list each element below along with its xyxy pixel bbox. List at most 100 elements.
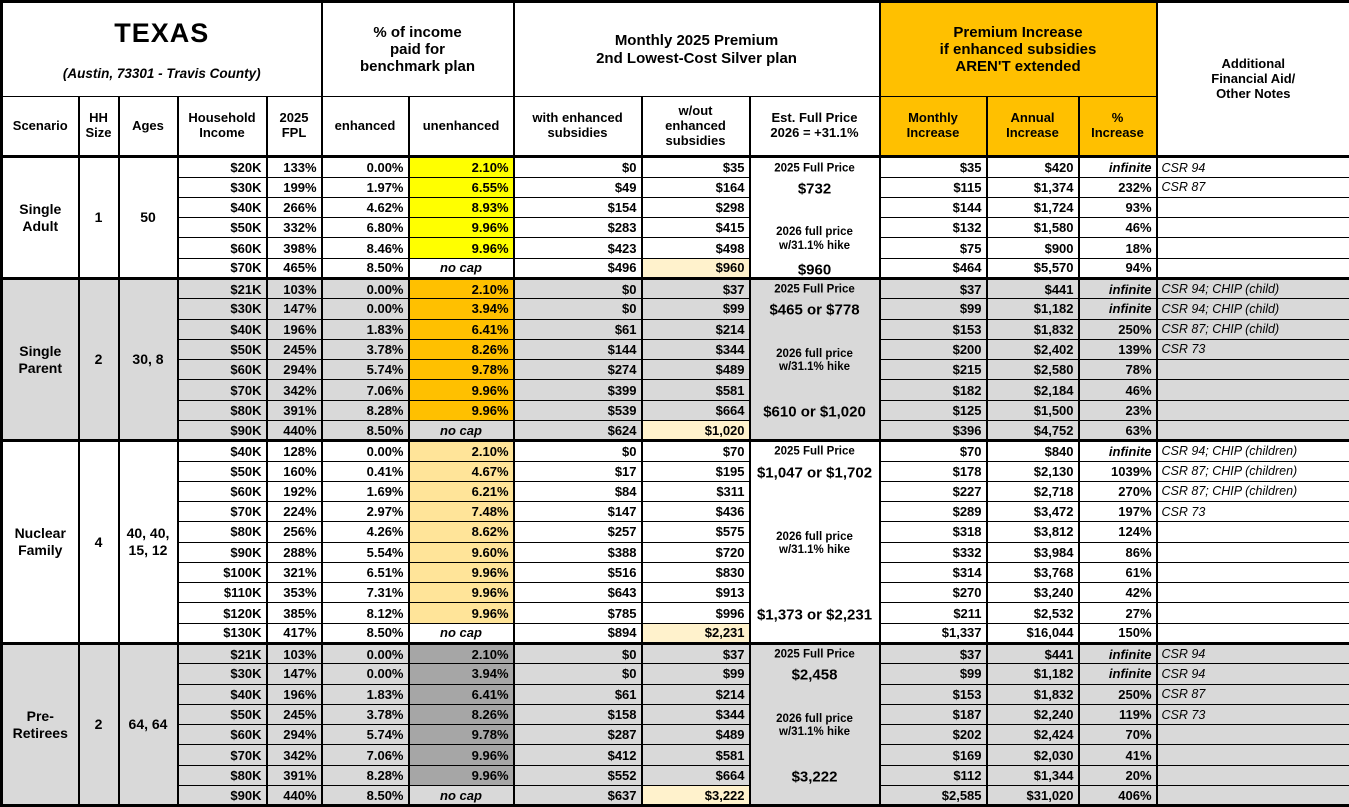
income-cell: $21K	[176, 277, 268, 300]
fpl-cell: 321%	[265, 561, 323, 584]
monthly-increase-cell: $144	[878, 196, 988, 219]
enhanced-pct-cell: 8.28%	[320, 764, 410, 786]
enhanced-pct-cell: 0.00%	[320, 642, 410, 665]
income-cell: $30K	[176, 176, 268, 198]
pct-increase-cell: 23%	[1077, 399, 1158, 421]
annual-increase-cell: $3,240	[985, 582, 1080, 604]
notes-cell	[1155, 217, 1349, 239]
premium-without-subsidies-cell: $489	[640, 724, 751, 746]
income-cell: $70K	[176, 744, 268, 766]
scenario-cell: Pre- Retirees	[0, 642, 80, 807]
unenhanced-pct-cell: 8.93%	[407, 196, 515, 219]
pct-increase-cell: 1039%	[1077, 460, 1158, 482]
unenhanced-pct-cell: 6.21%	[407, 480, 515, 503]
premium-with-subsidies-cell: $257	[512, 521, 643, 543]
annual-increase-cell: $2,580	[985, 359, 1080, 381]
monthly-increase-cell: $112	[878, 764, 988, 786]
notes-cell	[1155, 399, 1349, 421]
monthly-increase-cell: $318	[878, 521, 988, 543]
col-header-unenhanced: unenhanced	[407, 96, 515, 159]
premium-without-subsidies-cell: $37	[640, 277, 751, 300]
annual-increase-cell: $1,832	[985, 318, 1080, 340]
pct-increase-cell: 406%	[1077, 784, 1158, 807]
income-cell: $50K	[176, 338, 268, 361]
unenhanced-pct-cell: 3.94%	[407, 298, 515, 320]
ages-cell: 40, 40, 15, 12	[117, 439, 179, 645]
enhanced-pct-cell: 0.00%	[320, 439, 410, 462]
income-cell: $60K	[176, 237, 268, 259]
full-price-value: $2,458	[791, 666, 838, 684]
premium-without-subsidies-cell: $311	[640, 480, 751, 503]
premium-without-subsidies-cell: $214	[640, 683, 751, 705]
income-cell: $50K	[176, 703, 268, 726]
pct-increase-cell: 250%	[1077, 683, 1158, 705]
notes-cell: CSR 94	[1155, 155, 1349, 178]
notes-cell	[1155, 379, 1349, 401]
pct-increase-cell: 61%	[1077, 561, 1158, 584]
pct-increase-cell: 119%	[1077, 703, 1158, 726]
ages-cell: 50	[117, 155, 179, 280]
premium-without-subsidies-cell: $35	[640, 155, 751, 178]
pct-increase-cell: 70%	[1077, 724, 1158, 746]
premium-without-subsidies-cell: $996	[640, 602, 751, 624]
fpl-cell: 385%	[265, 602, 323, 624]
pct-increase-cell: infinite	[1077, 277, 1158, 300]
premium-without-subsidies-cell: $99	[640, 663, 751, 685]
full-price-value: $960	[797, 261, 832, 279]
fpl-cell: 256%	[265, 521, 323, 543]
pct-increase-cell: infinite	[1077, 155, 1158, 178]
group-header-increase: Premium Increase if enhanced subsidies A…	[878, 0, 1158, 98]
fpl-cell: 398%	[265, 237, 323, 259]
monthly-increase-cell: $70	[878, 439, 988, 462]
enhanced-pct-cell: 8.50%	[320, 257, 410, 280]
fpl-cell: 266%	[265, 196, 323, 219]
annual-increase-cell: $1,374	[985, 176, 1080, 198]
fpl-cell: 342%	[265, 379, 323, 401]
unenhanced-pct-cell: no cap	[407, 419, 515, 442]
pct-increase-cell: 124%	[1077, 521, 1158, 543]
monthly-increase-cell: $35	[878, 155, 988, 178]
income-cell: $90K	[176, 541, 268, 563]
income-cell: $120K	[176, 602, 268, 624]
monthly-increase-cell: $37	[878, 277, 988, 300]
unenhanced-pct-cell: 9.96%	[407, 237, 515, 259]
est-full-price-cell: 2025 Full Price $1,047 or $1,702 2026 full…	[748, 439, 881, 645]
annual-increase-cell: $2,240	[985, 703, 1080, 726]
unenhanced-pct-cell: 9.96%	[407, 744, 515, 766]
col-header-full-price: Est. Full Price 2026 = +31.1%	[748, 96, 881, 159]
notes-cell: CSR 87; CHIP (children)	[1155, 460, 1349, 482]
fpl-cell: 196%	[265, 318, 323, 340]
annual-increase-cell: $2,718	[985, 480, 1080, 503]
unenhanced-pct-cell: 8.62%	[407, 521, 515, 543]
enhanced-pct-cell: 3.78%	[320, 338, 410, 361]
annual-increase-cell: $3,984	[985, 541, 1080, 563]
annual-increase-cell: $16,044	[985, 622, 1080, 645]
fpl-cell: 224%	[265, 501, 323, 523]
fpl-cell: 133%	[265, 155, 323, 178]
income-cell: $100K	[176, 561, 268, 584]
unenhanced-pct-cell: 6.41%	[407, 683, 515, 705]
notes-cell	[1155, 521, 1349, 543]
col-header-household-income: Household Income	[176, 96, 268, 159]
annual-increase-cell: $2,402	[985, 338, 1080, 361]
income-cell: $30K	[176, 298, 268, 320]
monthly-increase-cell: $125	[878, 399, 988, 421]
est-full-price-cell: 2025 Full Price $2,458 2026 full price w/3…	[748, 642, 881, 807]
monthly-increase-cell: $464	[878, 257, 988, 280]
full-price-value: $610 or $1,020	[763, 403, 866, 421]
enhanced-pct-cell: 5.54%	[320, 541, 410, 563]
notes-cell	[1155, 622, 1349, 645]
unenhanced-pct-cell: 4.67%	[407, 460, 515, 482]
pct-increase-cell: 41%	[1077, 744, 1158, 766]
unenhanced-pct-cell: 3.94%	[407, 663, 515, 685]
premium-without-subsidies-cell: $2,231	[640, 622, 751, 645]
annual-increase-cell: $2,184	[985, 379, 1080, 401]
notes-cell: CSR 73	[1155, 703, 1349, 726]
unenhanced-pct-cell: 9.96%	[407, 217, 515, 239]
income-cell: $80K	[176, 764, 268, 786]
scenario-cell: Nuclear Family	[0, 439, 80, 645]
income-cell: $30K	[176, 663, 268, 685]
full-price-label: 2026 full price w/31.1% hike	[776, 530, 853, 556]
premium-without-subsidies-cell: $720	[640, 541, 751, 563]
premium-without-subsidies-cell: $298	[640, 196, 751, 219]
